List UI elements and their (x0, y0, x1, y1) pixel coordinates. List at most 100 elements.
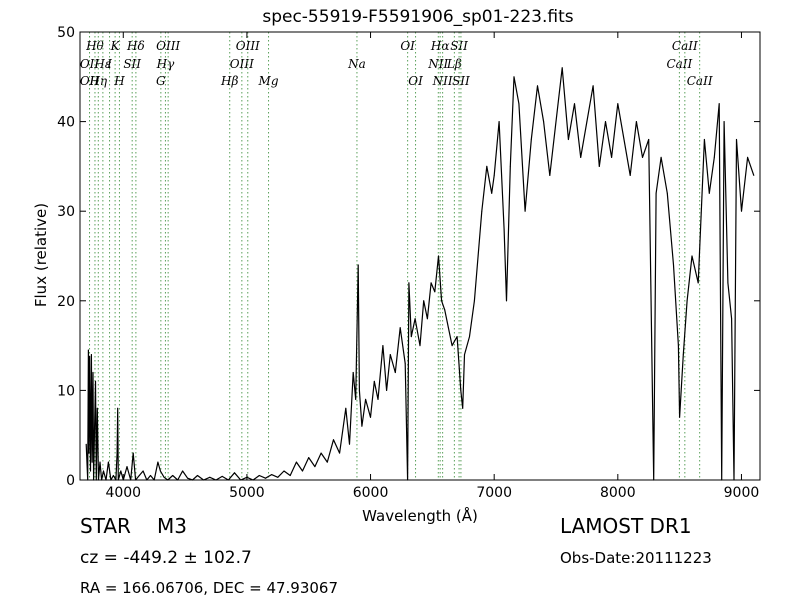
spectrum-point (302, 470, 303, 472)
spectrum-point (399, 327, 401, 329)
spectrum-point (509, 165, 511, 167)
spectrum-point (561, 67, 563, 69)
spectrum-point (265, 477, 266, 479)
spectrum-point (345, 407, 347, 409)
chart-title: spec-55919-F5591906_sp01-223.fits (262, 7, 573, 27)
spectrum-point (389, 354, 391, 356)
spectrum-point (503, 228, 505, 230)
marker-label: SII (123, 57, 141, 71)
y-tick-label: 20 (57, 294, 75, 310)
spectrum-point (451, 345, 453, 347)
marker-label: Hε (93, 57, 111, 71)
spectrum-point (629, 174, 631, 176)
x-axis-label: Wavelength (Å) (362, 506, 478, 525)
spectrum-point (107, 461, 109, 463)
spectrum-series-line (85, 67, 755, 481)
spectrum-point (88, 452, 90, 454)
spectrum-point (493, 174, 495, 176)
marker-label: OIII (236, 39, 260, 53)
spectrum-point (611, 156, 613, 158)
spectrum-point (491, 192, 493, 194)
x-tick-label: 8000 (600, 485, 636, 501)
spectrum-point (703, 139, 705, 140)
spectrum-point (447, 327, 449, 329)
spectrum-point (617, 103, 619, 105)
spectrum-point (518, 103, 520, 105)
spectrum-data (85, 67, 755, 481)
spectrum-point (234, 472, 235, 474)
spectrum-point (736, 139, 737, 140)
spectrum-point (132, 452, 134, 454)
spectrum-point (221, 475, 223, 477)
spectrum-point (187, 477, 189, 479)
spectrum-point (549, 174, 551, 176)
spectrum-point (172, 475, 174, 476)
marker-label: H (113, 74, 125, 88)
marker-label: K (110, 39, 121, 53)
marker-label: I (106, 57, 112, 71)
spectrum-point (686, 300, 688, 302)
y-axis-label: Flux (relative) (32, 203, 50, 307)
spectrum-point (713, 156, 715, 158)
spectrum-point (95, 380, 96, 382)
spectrum-point (289, 475, 291, 476)
spectrum-point (460, 389, 462, 391)
spectrum-point (90, 470, 91, 472)
observation-date: Obs-Date:20111223 (560, 549, 712, 567)
spectrum-point (642, 156, 643, 158)
spectrum-point (112, 475, 114, 476)
spectrum-point (456, 336, 458, 338)
spectrum-point (473, 300, 475, 302)
spectrum-point (157, 461, 159, 463)
marker-label: Hη (88, 74, 107, 88)
spectrum-point (481, 210, 483, 212)
spectrum-point (477, 255, 479, 257)
spectrum-point (277, 476, 279, 478)
spectrum-point (419, 345, 421, 347)
spectrum-point (85, 443, 87, 445)
spectrum-point (718, 103, 720, 105)
marker-label: Mg (258, 74, 279, 88)
spectrum-point (691, 255, 693, 257)
spectrum-point (469, 336, 470, 338)
spectrum-point (697, 282, 699, 284)
marker-label: OIII (156, 39, 180, 53)
spectrum-point (741, 210, 742, 212)
x-tick-label: 4000 (105, 485, 141, 501)
spectrum-point (103, 470, 104, 472)
marker-label: Hα (430, 39, 450, 53)
spectrum-point (283, 470, 285, 472)
y-tick-label: 50 (57, 25, 75, 41)
spectrum-point (635, 121, 637, 123)
spectrum-point (99, 461, 101, 463)
spectrum-point (258, 475, 260, 476)
y-tick-label: 40 (57, 115, 75, 131)
spectrum-point (209, 476, 211, 478)
spectrum-point (89, 355, 91, 357)
axis-ticks: 4000 5000 6000 7000 8000 9000 0 10 20 30 40 50 (57, 25, 760, 501)
marker-label: NII (432, 74, 453, 88)
marker-label: NII (427, 57, 448, 71)
object-subclass: M3 (157, 514, 187, 538)
plot-frame (79, 31, 761, 481)
survey-name: LAMOST DR1 (560, 514, 692, 538)
spectrum-point (498, 121, 500, 123)
spectrum-point (382, 345, 384, 347)
spectrum-point (666, 192, 668, 194)
spectrum-point (441, 300, 443, 302)
marker-label: SII (450, 39, 468, 53)
spectrum-point (682, 354, 684, 356)
spectrum-point (660, 156, 662, 158)
spectrum-point (308, 457, 310, 459)
marker-label: OI (400, 39, 415, 53)
spectrum-point (150, 475, 151, 476)
spectrum-point (530, 139, 532, 140)
spectrum-point (355, 398, 357, 400)
marker-label: Na (347, 57, 366, 71)
marker-label: Lβ (446, 57, 462, 71)
spectrum-point (92, 372, 94, 373)
spectrum-point (404, 363, 406, 364)
spectrum-point (727, 282, 729, 284)
spectrum-point (333, 439, 334, 441)
